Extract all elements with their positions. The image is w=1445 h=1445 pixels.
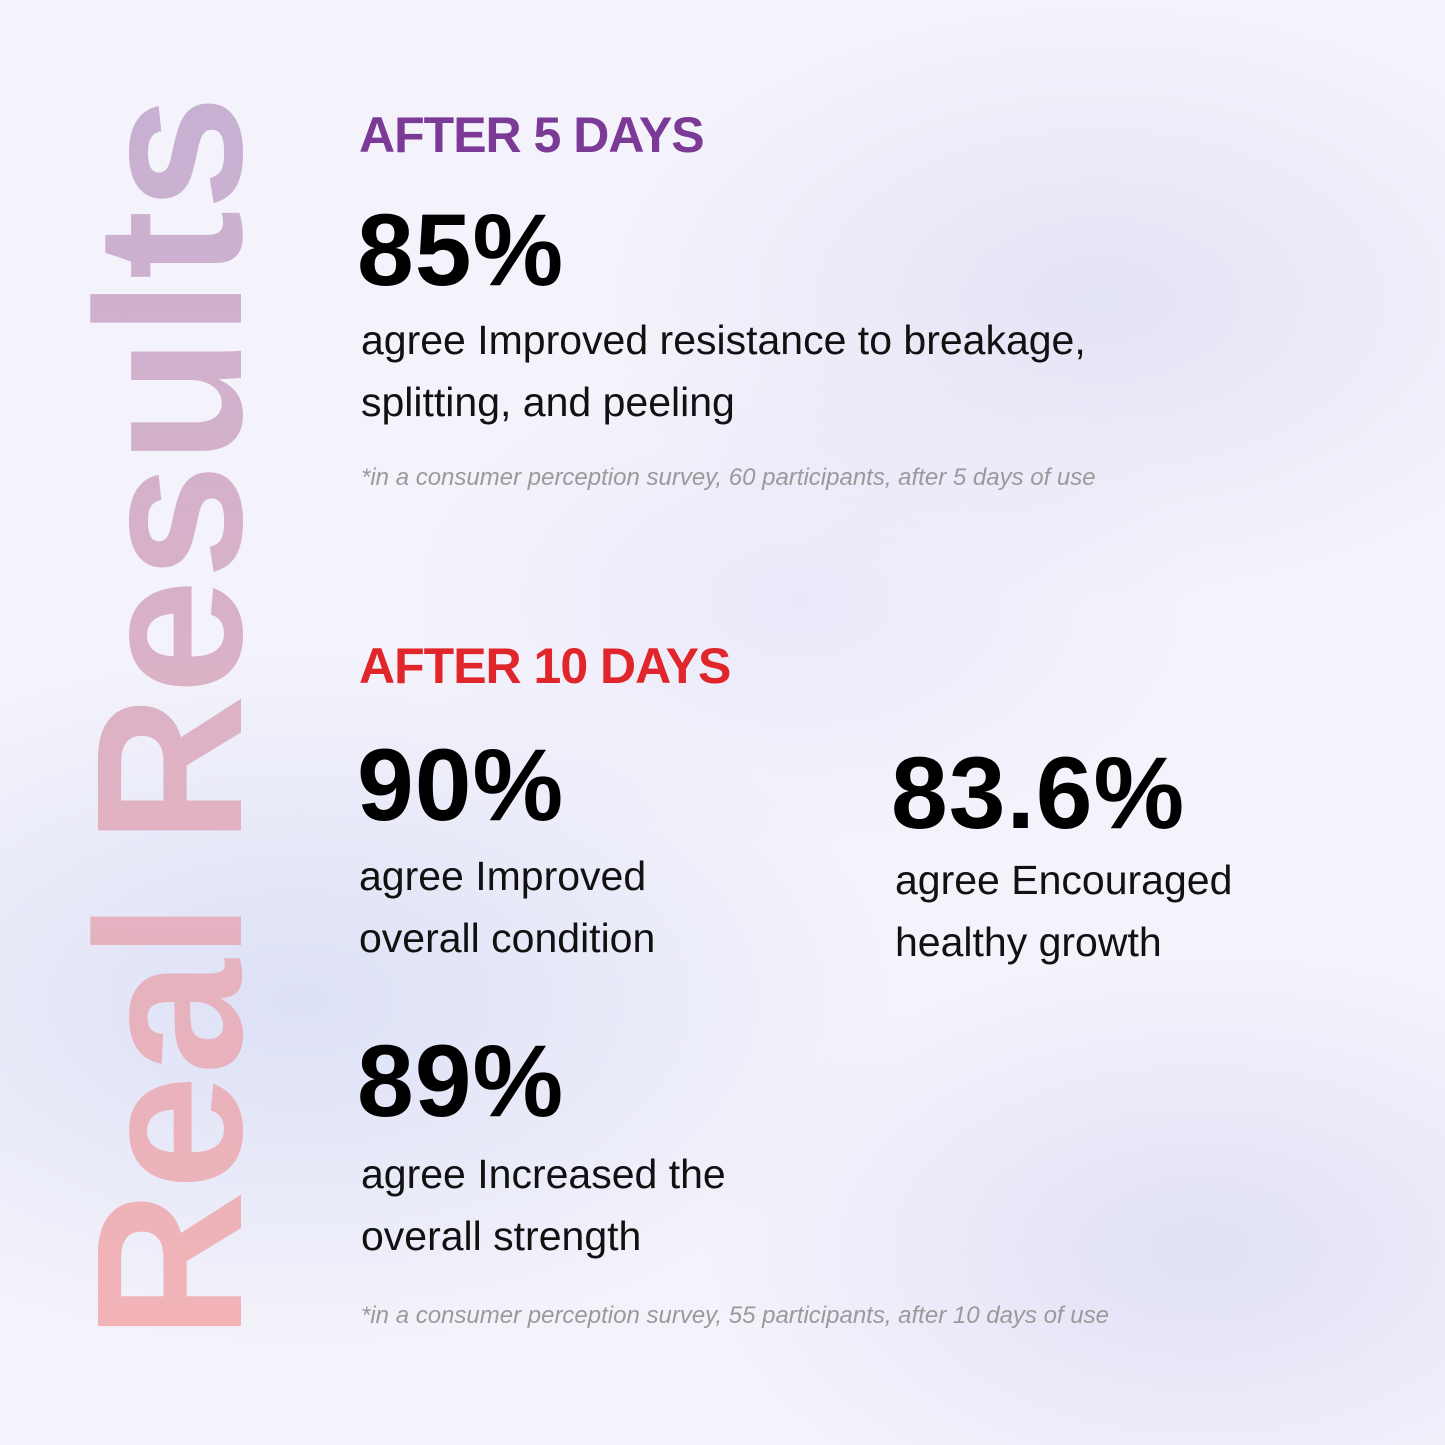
stat-90-description: agree Improved overall condition [359,845,655,969]
desc-line: splitting, and peeling [361,379,735,425]
footnote-10-days: *in a consumer perception survey, 55 par… [361,1302,1109,1329]
desc-line: agree Encouraged [895,857,1233,903]
desc-line: agree Improved resistance to breakage, [361,317,1086,363]
stat-83-6-description: agree Encouraged healthy growth [895,849,1232,973]
stat-90-value: 90% [357,728,565,842]
stat-83-6-value: 83.6% [891,736,1186,850]
heading-after-10-days: AFTER 10 DAYS [359,638,731,694]
side-title-text: Real Results [54,95,260,1340]
side-title: Real Results [54,95,260,1340]
desc-line: agree Increased the [361,1151,726,1197]
stat-85-value: 85% [357,193,565,307]
desc-line: agree Improved [359,853,647,899]
stat-89-description: agree Increased the overall strength [361,1143,726,1267]
desc-line: overall condition [359,915,656,961]
heading-after-5-days: AFTER 5 DAYS [359,107,705,163]
footnote-5-days: *in a consumer perception survey, 60 par… [361,464,1096,491]
desc-line: healthy growth [895,919,1162,965]
desc-line: overall strength [361,1213,642,1259]
stat-89-value: 89% [357,1024,565,1138]
stat-85-description: agree Improved resistance to breakage, s… [361,309,1086,433]
